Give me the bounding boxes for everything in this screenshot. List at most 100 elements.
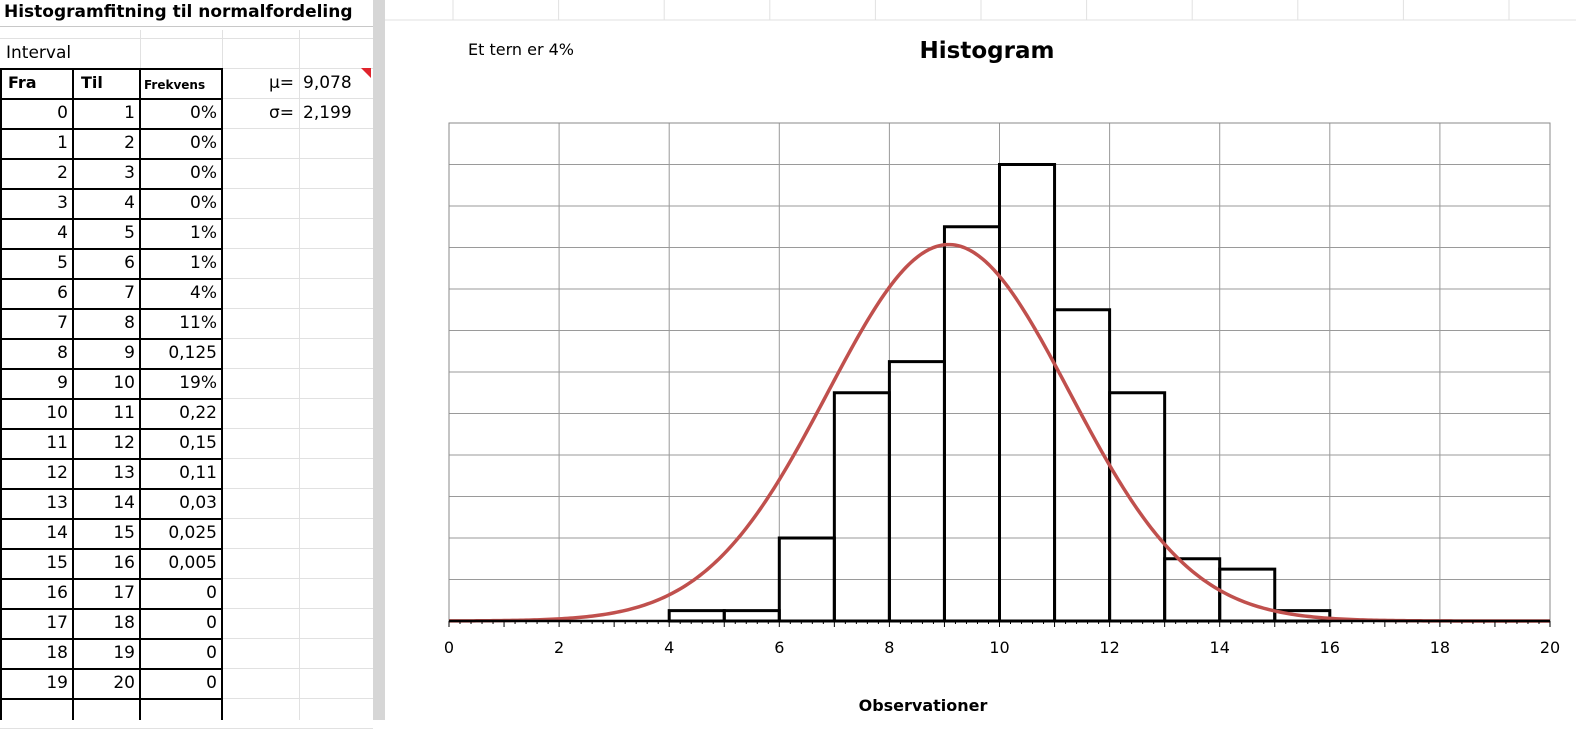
cell-til[interactable]: 2 bbox=[124, 133, 135, 153]
header-frekvens[interactable]: Frekvens bbox=[144, 78, 206, 92]
cell-til[interactable]: 11 bbox=[113, 403, 135, 423]
x-tick-label: 0 bbox=[444, 638, 454, 657]
cell-frekvens[interactable]: 0,22 bbox=[179, 403, 217, 423]
cell-frekvens[interactable]: 0% bbox=[190, 163, 217, 183]
cell-frekvens[interactable]: 0,125 bbox=[168, 343, 217, 363]
cell-til[interactable]: 18 bbox=[113, 613, 135, 633]
cell-fra[interactable]: 7 bbox=[57, 313, 68, 333]
x-tick-label: 14 bbox=[1210, 638, 1230, 657]
header-til[interactable]: Til bbox=[81, 73, 103, 92]
table-border-h bbox=[0, 128, 222, 130]
cell-frekvens[interactable]: 4% bbox=[190, 283, 217, 303]
cell-til[interactable]: 5 bbox=[124, 223, 135, 243]
table-border-v bbox=[139, 68, 141, 720]
cell-fra[interactable]: 4 bbox=[57, 223, 68, 243]
cell-til[interactable]: 15 bbox=[113, 523, 135, 543]
chart-grid bbox=[385, 0, 1576, 622]
cell-til[interactable]: 16 bbox=[113, 553, 135, 573]
cell-til[interactable]: 6 bbox=[124, 253, 135, 273]
cell-fra[interactable]: 2 bbox=[57, 163, 68, 183]
sheet-gridline-h bbox=[0, 38, 373, 39]
histogram-bar bbox=[832, 391, 891, 623]
table-border-h bbox=[0, 338, 222, 340]
cell-fra[interactable]: 6 bbox=[57, 283, 68, 303]
cell-fra[interactable]: 16 bbox=[46, 583, 68, 603]
cell-fra[interactable]: 10 bbox=[46, 403, 68, 423]
table-border-v bbox=[0, 68, 2, 720]
table-border-h bbox=[0, 518, 222, 520]
cell-fra[interactable]: 19 bbox=[46, 673, 68, 693]
sheet-title[interactable]: Histogramfitning til normalfordeling bbox=[4, 2, 353, 22]
cell-til[interactable]: 9 bbox=[124, 343, 135, 363]
cell-frekvens[interactable]: 0,005 bbox=[168, 553, 217, 573]
cell-frekvens[interactable]: 0 bbox=[206, 643, 217, 663]
cell-frekvens[interactable]: 1% bbox=[190, 253, 217, 273]
cell-fra[interactable]: 0 bbox=[57, 103, 68, 123]
table-border-h bbox=[0, 218, 222, 220]
table-border-h bbox=[0, 398, 222, 400]
cell-frekvens[interactable]: 19% bbox=[179, 373, 217, 393]
table-border-h bbox=[0, 608, 222, 610]
x-axis: 0 2 4 6 8 10 12 14 16 18 20 bbox=[444, 619, 1560, 657]
histogram-bars bbox=[667, 163, 1332, 623]
cell-frekvens[interactable]: 0 bbox=[206, 673, 217, 693]
cell-frekvens[interactable]: 1% bbox=[190, 223, 217, 243]
histogram-bar bbox=[887, 360, 946, 623]
cell-frekvens[interactable]: 0% bbox=[190, 103, 217, 123]
mu-label[interactable]: μ= bbox=[268, 73, 294, 93]
cell-frekvens[interactable]: 0,11 bbox=[179, 463, 217, 483]
cell-til[interactable]: 12 bbox=[113, 433, 135, 453]
cell-fra[interactable]: 3 bbox=[57, 193, 68, 213]
sigma-label[interactable]: σ= bbox=[268, 103, 294, 123]
cell-frekvens[interactable]: 0% bbox=[190, 133, 217, 153]
cell-fra[interactable]: 1 bbox=[57, 133, 68, 153]
cell-til[interactable]: 10 bbox=[113, 373, 135, 393]
spreadsheet: Histogramfitning til normalfordeling Inte… bbox=[0, 0, 373, 729]
cell-til[interactable]: 20 bbox=[113, 673, 135, 693]
comment-indicator-icon[interactable] bbox=[361, 68, 371, 78]
cell-til[interactable]: 3 bbox=[124, 163, 135, 183]
cell-frekvens[interactable]: 0 bbox=[206, 613, 217, 633]
cell-fra[interactable]: 18 bbox=[46, 643, 68, 663]
cell-til[interactable]: 4 bbox=[124, 193, 135, 213]
table-border-h bbox=[0, 188, 222, 190]
cell-fra[interactable]: 13 bbox=[46, 493, 68, 513]
cell-frekvens[interactable]: 0,025 bbox=[168, 523, 217, 543]
table-border-h bbox=[0, 158, 222, 160]
table-border-h bbox=[0, 458, 222, 460]
cell-til[interactable]: 13 bbox=[113, 463, 135, 483]
mu-value[interactable]: 9,078 bbox=[303, 73, 352, 93]
cell-fra[interactable]: 8 bbox=[57, 343, 68, 363]
x-tick-label: 20 bbox=[1540, 638, 1560, 657]
histogram-bar bbox=[667, 609, 726, 623]
cell-til[interactable]: 17 bbox=[113, 583, 135, 603]
cell-frekvens[interactable]: 11% bbox=[179, 313, 217, 333]
histogram-bar bbox=[1053, 308, 1112, 623]
cell-til[interactable]: 7 bbox=[124, 283, 135, 303]
sigma-value[interactable]: 2,199 bbox=[303, 103, 352, 123]
cell-fra[interactable]: 15 bbox=[46, 553, 68, 573]
cell-fra[interactable]: 5 bbox=[57, 253, 68, 273]
cell-til[interactable]: 19 bbox=[113, 643, 135, 663]
cell-fra[interactable]: 14 bbox=[46, 523, 68, 543]
histogram-bar bbox=[722, 609, 781, 623]
histogram-bar bbox=[1163, 557, 1222, 623]
cell-til[interactable]: 14 bbox=[113, 493, 135, 513]
cell-frekvens[interactable]: 0,15 bbox=[179, 433, 217, 453]
sheet-title-border bbox=[0, 26, 373, 27]
header-fra[interactable]: Fra bbox=[8, 73, 37, 92]
interval-label[interactable]: Interval bbox=[6, 43, 72, 63]
cell-til[interactable]: 8 bbox=[124, 313, 135, 333]
cell-frekvens[interactable]: 0,03 bbox=[179, 493, 217, 513]
cell-fra[interactable]: 9 bbox=[57, 373, 68, 393]
cell-fra[interactable]: 11 bbox=[46, 433, 68, 453]
cell-fra[interactable]: 12 bbox=[46, 463, 68, 483]
table-border-h bbox=[0, 278, 222, 280]
cell-frekvens[interactable]: 0% bbox=[190, 193, 217, 213]
table-border-h bbox=[0, 248, 222, 250]
table-border-h bbox=[0, 488, 222, 490]
pane-divider[interactable] bbox=[373, 0, 385, 720]
cell-fra[interactable]: 17 bbox=[46, 613, 68, 633]
cell-til[interactable]: 1 bbox=[124, 103, 135, 123]
cell-frekvens[interactable]: 0 bbox=[206, 583, 217, 603]
